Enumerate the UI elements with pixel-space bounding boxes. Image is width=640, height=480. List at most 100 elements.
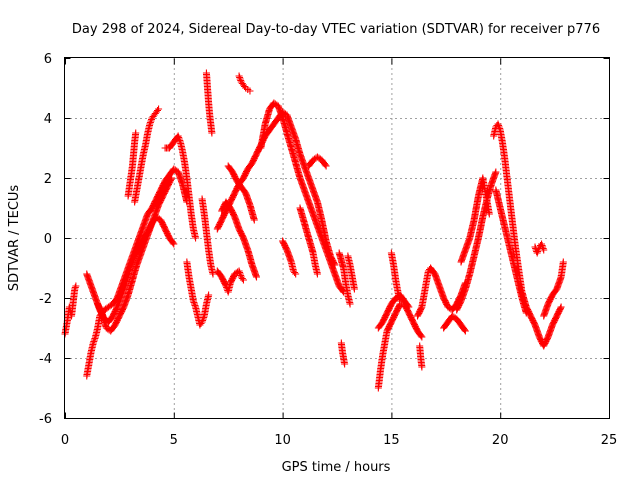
- data-point: [115, 312, 123, 320]
- data-point: [183, 174, 191, 182]
- x-tick-label: 5: [170, 433, 178, 448]
- data-point: [239, 174, 247, 182]
- data-point: [490, 132, 498, 140]
- series-arc-ah: [540, 258, 567, 320]
- series-arc-h: [183, 258, 213, 329]
- data-point: [91, 294, 99, 302]
- x-axis-label: GPS time / hours: [282, 460, 391, 475]
- data-point: [313, 198, 321, 206]
- data-point: [218, 216, 226, 224]
- data-point: [335, 249, 343, 257]
- data-point: [226, 204, 234, 212]
- data-point: [318, 234, 326, 242]
- data-point: [501, 153, 509, 161]
- data-point: [72, 282, 80, 290]
- data-point: [133, 186, 141, 194]
- data-point: [226, 279, 234, 287]
- data-point: [87, 282, 95, 290]
- data-point: [213, 225, 221, 233]
- data-point: [133, 261, 141, 269]
- data-point: [159, 192, 167, 200]
- data-point: [417, 354, 425, 362]
- data-point: [131, 138, 139, 146]
- data-point: [242, 189, 250, 197]
- data-point: [505, 240, 513, 248]
- data-point: [213, 267, 221, 275]
- series-arc-af: [492, 186, 530, 317]
- data-point: [340, 264, 348, 272]
- data-point: [313, 270, 321, 278]
- data-point: [87, 348, 95, 356]
- series-arc-m: [218, 198, 260, 281]
- data-point: [235, 72, 243, 80]
- data-point: [246, 201, 254, 209]
- y-tick-label: -2: [39, 292, 52, 307]
- series-arc-i: [198, 195, 217, 278]
- data-point: [305, 174, 313, 182]
- series-arc-w: [374, 300, 426, 392]
- data-point: [337, 339, 345, 347]
- data-point: [208, 129, 216, 137]
- series-arc-z: [414, 264, 469, 320]
- series-trace: [441, 313, 468, 334]
- data-point: [479, 213, 487, 221]
- data-point: [179, 147, 187, 155]
- series-arc-u: [337, 339, 349, 368]
- x-tick-label: 25: [601, 433, 618, 448]
- data-point: [206, 111, 214, 119]
- data-point: [202, 300, 210, 308]
- data-point: [239, 234, 247, 242]
- data-point: [130, 150, 138, 158]
- data-point: [553, 312, 561, 320]
- data-point: [466, 270, 474, 278]
- data-point: [83, 372, 91, 380]
- data-point: [292, 159, 300, 167]
- y-tick-label: 0: [44, 232, 52, 247]
- series-arc-j: [202, 69, 216, 137]
- data-point: [374, 324, 382, 332]
- series-arc-r: [296, 204, 321, 278]
- data-point: [509, 258, 517, 266]
- data-point: [135, 243, 143, 251]
- y-axis-label: SDTVAR / TECUs: [7, 185, 22, 292]
- data-point: [553, 285, 561, 293]
- data-point: [540, 312, 548, 320]
- data-point: [470, 252, 478, 260]
- data-point: [126, 177, 134, 185]
- data-point: [198, 318, 206, 326]
- data-point: [231, 213, 239, 221]
- series-trace: [198, 197, 217, 276]
- data-point: [250, 216, 258, 224]
- data-point: [174, 168, 182, 176]
- y-tick-label: 2: [44, 172, 52, 187]
- data-point: [494, 120, 502, 128]
- data-point: [509, 225, 517, 233]
- data-point: [128, 162, 136, 170]
- data-point: [350, 285, 358, 293]
- x-tick-label: 10: [274, 433, 291, 448]
- data-point: [157, 216, 165, 224]
- data-point: [453, 315, 461, 323]
- data-point: [170, 138, 178, 146]
- y-tick-label: -6: [39, 412, 52, 427]
- data-point: [70, 294, 78, 302]
- data-point: [205, 99, 213, 107]
- data-point: [187, 210, 195, 218]
- data-point: [444, 318, 452, 326]
- data-point: [440, 324, 448, 332]
- data-point: [168, 174, 176, 182]
- series-arc-e: [131, 105, 163, 206]
- data-point: [305, 234, 313, 242]
- series-trace: [490, 122, 564, 349]
- data-point: [189, 225, 197, 233]
- data-point: [322, 246, 330, 254]
- series-arc-d: [94, 174, 176, 335]
- data-point: [346, 261, 354, 269]
- data-point: [392, 309, 400, 317]
- data-point: [533, 249, 541, 257]
- data-point: [340, 354, 348, 362]
- data-point: [405, 303, 413, 311]
- data-point: [435, 282, 443, 290]
- data-point: [137, 249, 145, 257]
- data-point: [107, 327, 115, 335]
